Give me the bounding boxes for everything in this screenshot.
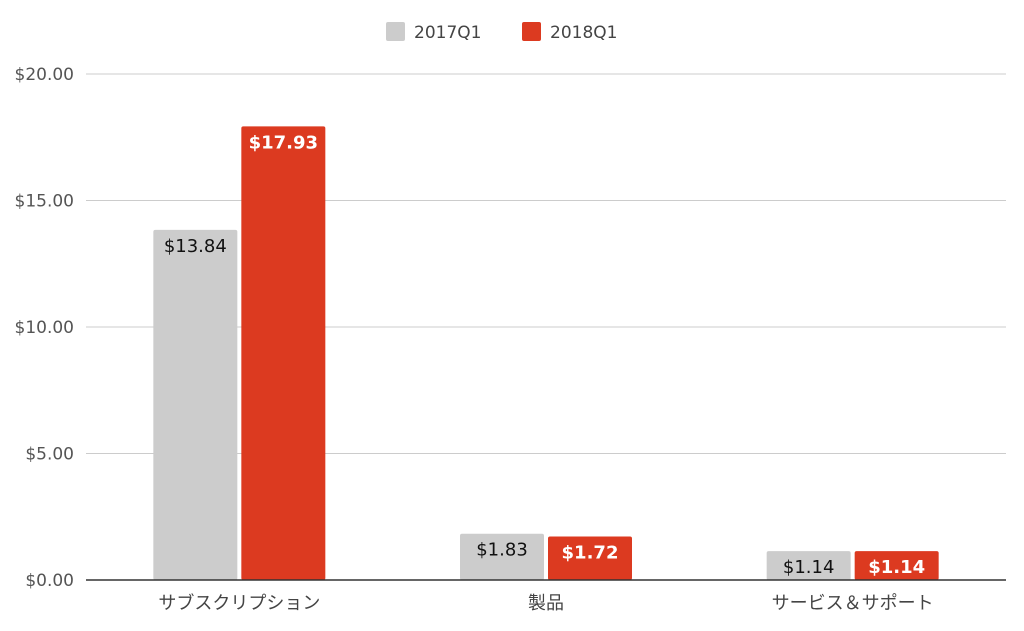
bar-2017q1-1 <box>460 533 544 580</box>
data-label-2017q1-0: $13.84 <box>164 236 227 257</box>
bar-2018q1-0 <box>241 126 326 580</box>
category-label: 製品 <box>528 593 564 614</box>
data-label-2017q1-1: $1.83 <box>476 540 528 561</box>
y-tick-label: $15.00 <box>15 192 74 212</box>
bar-2018q1-2 <box>854 551 939 580</box>
bar-2017q1-0 <box>153 229 238 580</box>
legend-swatch-2017q1 <box>386 22 405 41</box>
category-labels: サブスクリプション 製品 サービス＆サポート <box>158 592 933 614</box>
gridlines <box>86 73 1006 454</box>
legend: 2017Q1 2018Q1 <box>386 22 617 43</box>
y-tick-label: $10.00 <box>15 318 74 338</box>
data-label-2018q1-0: $17.93 <box>249 132 318 153</box>
category-label: サービス＆サポート <box>772 593 934 614</box>
legend-label-2018q1: 2018Q1 <box>550 23 617 43</box>
y-tick-label: $0.00 <box>25 571 74 591</box>
bars <box>153 126 939 580</box>
bar-2018q1-1 <box>548 536 632 580</box>
y-tick-label: $20.00 <box>15 65 74 85</box>
y-tick-label: $5.00 <box>25 445 74 465</box>
data-label-2018q1-1: $1.72 <box>562 542 619 563</box>
data-label-2018q1-2: $1.14 <box>868 557 925 578</box>
bar-data-labels: $13.84 $17.93 $1.83 $1.72 $1.14 $1.14 <box>164 132 925 578</box>
legend-label-2017q1: 2017Q1 <box>414 23 481 43</box>
category-label: サブスクリプション <box>158 592 320 614</box>
legend-swatch-2018q1 <box>522 22 541 41</box>
y-axis-tick-labels: $0.00 $5.00 $10.00 $15.00 $20.00 <box>15 65 74 591</box>
data-label-2017q1-2: $1.14 <box>783 557 835 578</box>
bar-2017q1-2 <box>766 551 851 580</box>
